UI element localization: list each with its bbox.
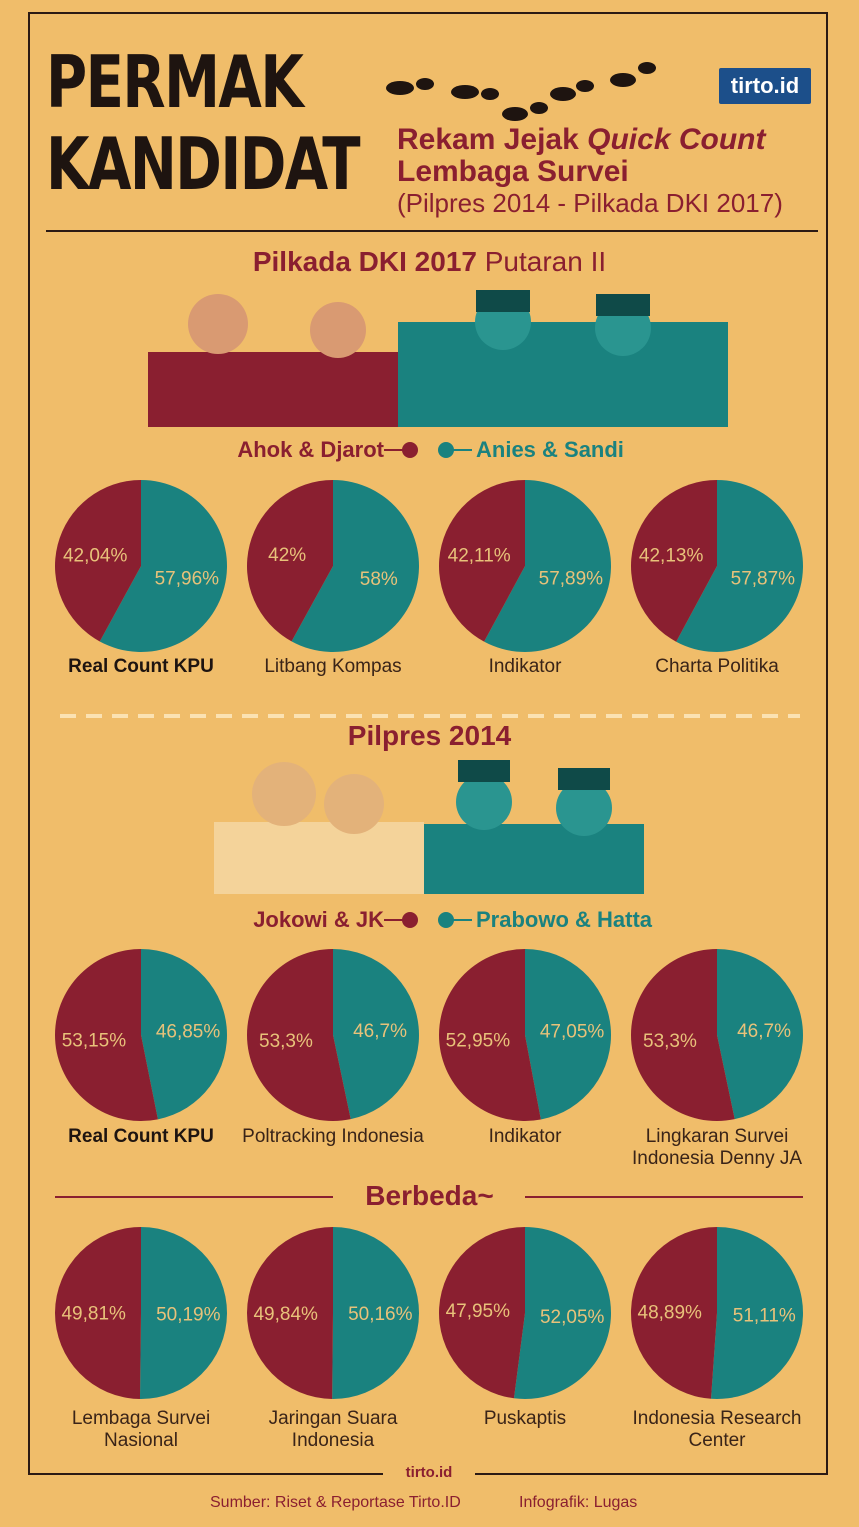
pie-1-0-label-red: 53,15%	[62, 1031, 127, 1052]
legend-label-ahok: Ahok & Djarot	[237, 437, 384, 462]
pie-2-2-label-teal: 52,05%	[540, 1307, 605, 1328]
pie-2-0-name: Lembaga Survei Nasional	[71, 1408, 211, 1451]
footer-source: Sumber: Riset & Reportase Tirto.ID	[210, 1494, 461, 1511]
legend-pilkada: Ahok & Djarot Anies & Sandi	[0, 437, 859, 467]
subtitle: Rekam Jejak Quick Count	[397, 123, 766, 156]
pie-0-0-label-teal: 57,96%	[155, 569, 220, 590]
pie-1-0-slice-red	[54, 948, 158, 1121]
berbeda-rule-right	[525, 1196, 803, 1198]
legend-dot-teal-2	[438, 912, 454, 928]
pie-2-1-name: Jaringan Suara Indonesia	[268, 1408, 398, 1451]
pie-1-1-name: Poltracking Indonesia	[242, 1126, 424, 1147]
berbeda-rule-left	[55, 1196, 333, 1198]
pie-0-1-slice-teal	[291, 480, 419, 653]
tirto-logo: tirto.id	[719, 68, 811, 104]
pie-0-0-slice-red	[54, 480, 142, 642]
legend-line-red	[384, 449, 404, 451]
pie-2-1-slice-red	[247, 1227, 333, 1399]
pie-1-2-name: Indikator	[488, 1126, 562, 1147]
title-line-2: KANDIDAT	[46, 122, 361, 206]
pie-0-2-slice-teal	[484, 480, 611, 652]
legend-label-prabowo: Prabowo & Hatta	[476, 907, 653, 932]
pie-1-2-slice-teal	[525, 949, 611, 1120]
pie-0-3-slice-red	[631, 480, 717, 642]
pie-0-1-slice-red	[247, 480, 333, 642]
pie-1-0-label-teal: 46,85%	[156, 1021, 221, 1042]
pie-0-2-label-teal: 57,89%	[539, 569, 604, 590]
pie-2-2-name: Puskaptis	[483, 1408, 567, 1429]
pie-1-1-label-red: 53,3%	[259, 1031, 313, 1052]
pie-1-1-slice-red	[247, 948, 351, 1121]
pie-2-2-slice-red	[439, 1227, 525, 1399]
legend-label-anies: Anies & Sandi	[476, 437, 624, 462]
pie-2-1-label-teal: 50,16%	[348, 1304, 413, 1325]
legend-line-teal-2	[452, 919, 472, 921]
legend-dot-red	[402, 442, 418, 458]
pie-2-2-slice-teal	[513, 1227, 612, 1400]
pie-2-1-label-red: 49,84%	[253, 1304, 318, 1325]
pie-1-0-name: Real Count KPU	[68, 1126, 214, 1147]
subtitle-line-3: (Pilpres 2014 - Pilkada DKI 2017)	[397, 188, 783, 218]
pie-0-2-slice-red	[438, 480, 525, 642]
pie-0-1-name: Litbang Kompas	[264, 656, 402, 677]
pie-1-1-slice-teal	[333, 949, 420, 1120]
pie-1-3-slice-red	[631, 949, 735, 1121]
legend-line-red-2	[384, 919, 404, 921]
pie-0-2-label-red: 42,11%	[448, 545, 511, 566]
section-title-berbeda: Berbeda~	[365, 1180, 494, 1211]
pie-1-3-name: Lingkaran Survei Indonesia Denny JA	[631, 1126, 803, 1169]
pie-0-3-slice-teal	[676, 480, 804, 653]
section-title-pilkada: Pilkada DKI 2017 Putaran II	[252, 246, 607, 277]
legend-pilpres: Jokowi & JK Prabowo & Hatta	[0, 907, 859, 937]
section-title-pilpres: Pilpres 2014	[347, 720, 512, 751]
dashed-divider	[60, 705, 800, 718]
pie-1-0-slice-teal	[141, 949, 227, 1120]
pie-1-1-label-teal: 46,7%	[353, 1021, 407, 1042]
pie-2-3-slice-teal	[711, 1227, 803, 1399]
pie-0-1-label-teal: 58%	[360, 569, 398, 590]
footer-brand: tirto.id	[383, 1464, 475, 1481]
legend-dot-teal	[438, 442, 454, 458]
pie-2-2-label-red: 47,95%	[446, 1301, 511, 1322]
pie-2-3-slice-red	[630, 1227, 717, 1399]
pie-0-0-label-red: 42,04%	[63, 545, 128, 566]
pie-0-3-name: Charta Politika	[655, 656, 779, 677]
pie-1-2-label-teal: 47,05%	[540, 1022, 605, 1043]
pie-2-0-slice-teal	[139, 1227, 228, 1399]
footprints-icon	[386, 62, 656, 121]
footer-credit: Infografik: Lugas	[519, 1494, 638, 1511]
legend-line-teal	[452, 449, 472, 451]
header-divider	[46, 230, 818, 232]
pie-0-1-label-red: 42%	[268, 545, 306, 566]
pie-2-0-label-teal: 50,19%	[156, 1304, 221, 1325]
pie-0-3-label-teal: 57,87%	[731, 569, 796, 590]
pie-0-0-name: Real Count KPU	[68, 656, 214, 677]
pie-2-0-slice-red	[55, 1227, 141, 1399]
title-line-1: PERMAK	[46, 40, 304, 124]
pie-0-2-name: Indikator	[488, 656, 562, 677]
pie-1-3-slice-teal	[717, 949, 804, 1120]
pie-2-3-label-teal: 51,11%	[733, 1306, 796, 1327]
legend-dot-red-2	[402, 912, 418, 928]
pie-2-0-label-red: 49,81%	[61, 1304, 126, 1325]
pie-0-3-label-red: 42,13%	[639, 545, 704, 566]
pie-2-3-label-red: 48,89%	[638, 1302, 703, 1323]
pie-1-2-slice-red	[438, 949, 541, 1121]
candidate-photo-pilkada	[148, 290, 728, 427]
pie-1-2-label-red: 52,95%	[446, 1030, 511, 1051]
pie-1-3-label-red: 53,3%	[643, 1031, 697, 1052]
subtitle-line-2: Lembaga Survei	[397, 155, 629, 188]
pie-2-3-name: Indonesia Research Center	[632, 1408, 802, 1451]
legend-label-jokowi: Jokowi & JK	[253, 907, 384, 932]
pie-1-3-label-teal: 46,7%	[737, 1021, 791, 1042]
candidate-photo-pilpres	[214, 760, 644, 894]
pie-0-0-slice-teal	[99, 480, 227, 652]
pie-2-1-slice-teal	[332, 1227, 420, 1399]
